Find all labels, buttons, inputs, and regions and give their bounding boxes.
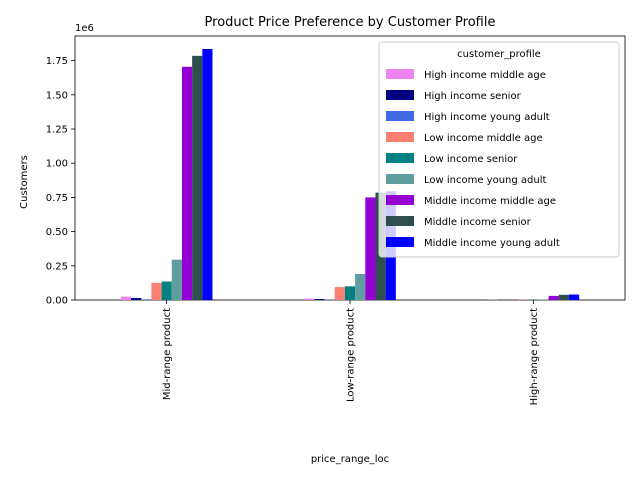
bar [334,287,345,300]
legend-label: High income young adult [424,112,550,123]
legend-swatch [386,132,414,142]
legend-swatch [386,195,414,205]
legend: customer_profile High income middle age Hi… [378,41,620,258]
y-axis-label: Customers [19,155,30,209]
bar [344,286,356,300]
bar [202,48,213,301]
bar [181,66,193,301]
x-axis-label: price_range_loc [311,454,389,465]
y-tick-label: 1.00 [46,159,68,170]
legend-label: High income senior [424,91,522,102]
bar [192,55,203,300]
y-tick-label: 1.50 [46,90,68,101]
bar [171,259,182,300]
legend-title: customer_profile [457,49,541,60]
y-tick-label: 0.00 [46,296,68,307]
bar [120,296,132,300]
bar [141,299,152,300]
y-tick-label: 1.25 [46,125,68,136]
y-tick-label: 0.75 [46,193,68,204]
legend-frame [378,41,620,258]
legend-label: Low income young adult [424,175,547,186]
legend-label: Middle income young adult [424,238,560,249]
x-tick-label: High-range product [529,308,540,405]
y-multiplier-label: 1e6 [75,23,94,34]
legend-label: Low income senior [424,154,518,165]
chart-title: Product Price Preference by Customer Pro… [205,15,496,30]
legend-swatch [386,153,414,163]
bar [131,297,142,300]
x-tick-label: Low-range product [346,308,357,402]
bar [314,299,325,300]
legend-swatch [386,174,414,184]
legend-label: Middle income senior [424,217,532,228]
legend-swatch [386,237,414,247]
legend-swatch [386,90,414,100]
bar [161,281,172,300]
plot-area: 0.00 0.25 0.50 0.75 1.00 1.25 1.50 1.75 Mid-rang… [46,35,626,405]
bar [355,274,366,300]
bar [365,197,376,300]
legend-swatch [386,111,414,121]
y-tick-label: 1.75 [46,56,68,67]
bar [151,282,162,300]
legend-label: Middle income middle age [424,196,556,207]
y-tick-label: 0.50 [46,227,68,238]
bar [558,294,569,300]
legend-label: Low income middle age [424,133,543,144]
bar [304,298,315,300]
legend-label: High income middle age [424,70,546,81]
bar [568,294,580,300]
legend-swatch [386,216,414,226]
y-tick-label: 0.25 [46,261,68,272]
legend-swatch [386,69,414,79]
x-tick-label: Mid-range product [162,308,173,400]
bar [548,295,559,300]
